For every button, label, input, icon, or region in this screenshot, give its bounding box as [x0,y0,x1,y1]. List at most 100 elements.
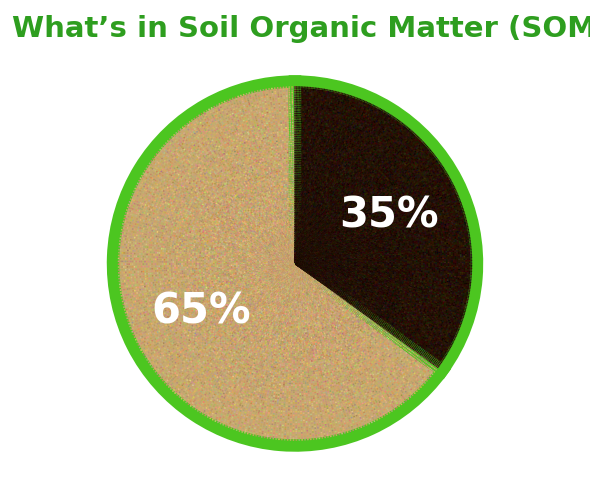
Point [255,248,264,256]
Point [338,332,348,340]
Point [296,264,306,271]
Point [386,275,395,283]
Point [391,393,401,401]
Point [443,288,453,296]
Point [440,295,449,303]
Point [291,274,300,282]
Point [291,277,300,285]
Point [296,255,305,263]
Point [188,265,198,273]
Point [165,170,175,178]
Point [276,218,285,226]
Point [199,114,209,122]
Point [327,155,336,163]
Point [249,407,258,415]
Point [281,243,290,250]
Point [350,230,360,238]
Point [243,265,253,273]
Point [293,253,302,261]
Point [386,245,396,253]
Point [418,319,428,327]
Point [225,201,234,208]
Point [335,410,344,418]
Point [227,322,237,329]
Point [291,251,300,259]
Point [349,296,359,304]
Point [352,264,362,271]
Point [347,305,356,313]
Point [355,187,364,195]
Point [432,301,442,309]
Point [165,215,175,223]
Point [302,270,312,278]
Point [268,194,277,202]
Point [261,310,271,318]
Point [448,321,458,329]
Point [277,239,287,246]
Point [221,115,231,122]
Point [363,271,373,279]
Point [156,217,165,224]
Point [292,325,301,333]
Point [323,135,332,143]
Point [268,278,278,285]
Point [241,293,250,301]
Point [348,216,358,224]
Point [274,230,283,238]
Point [294,258,303,266]
Point [355,288,364,296]
Point [320,154,329,162]
Point [293,270,302,278]
Point [221,218,230,226]
Point [264,257,273,264]
Point [150,354,159,362]
Point [218,208,228,216]
Point [287,395,296,403]
Point [368,315,378,323]
Point [326,248,335,256]
Point [353,188,362,196]
Point [291,258,301,266]
Point [288,247,297,255]
Point [351,272,360,280]
Point [300,252,310,260]
Point [191,276,201,284]
Point [195,226,205,234]
Point [276,290,286,298]
Point [261,116,271,124]
Point [354,273,363,281]
Point [211,190,220,198]
Point [358,285,368,293]
Point [231,387,240,395]
Point [403,329,412,337]
Point [390,244,399,252]
Point [242,190,251,198]
Point [264,261,273,268]
Point [285,212,294,220]
Point [371,285,381,293]
Point [378,210,388,218]
Point [193,321,202,328]
Point [268,224,277,231]
Point [297,259,307,266]
Point [355,216,364,224]
Point [335,237,344,245]
Point [292,259,301,266]
Point [182,193,192,201]
Point [295,124,304,132]
Point [430,270,439,278]
Point [276,260,286,267]
Point [294,256,304,264]
Point [398,250,407,258]
Point [376,274,385,282]
Point [388,290,398,298]
Point [280,269,289,277]
Point [205,145,214,153]
Point [365,259,374,266]
Point [227,259,236,266]
Point [298,264,307,272]
Point [303,428,312,436]
Point [302,257,312,264]
Point [346,243,355,250]
Point [277,250,287,258]
